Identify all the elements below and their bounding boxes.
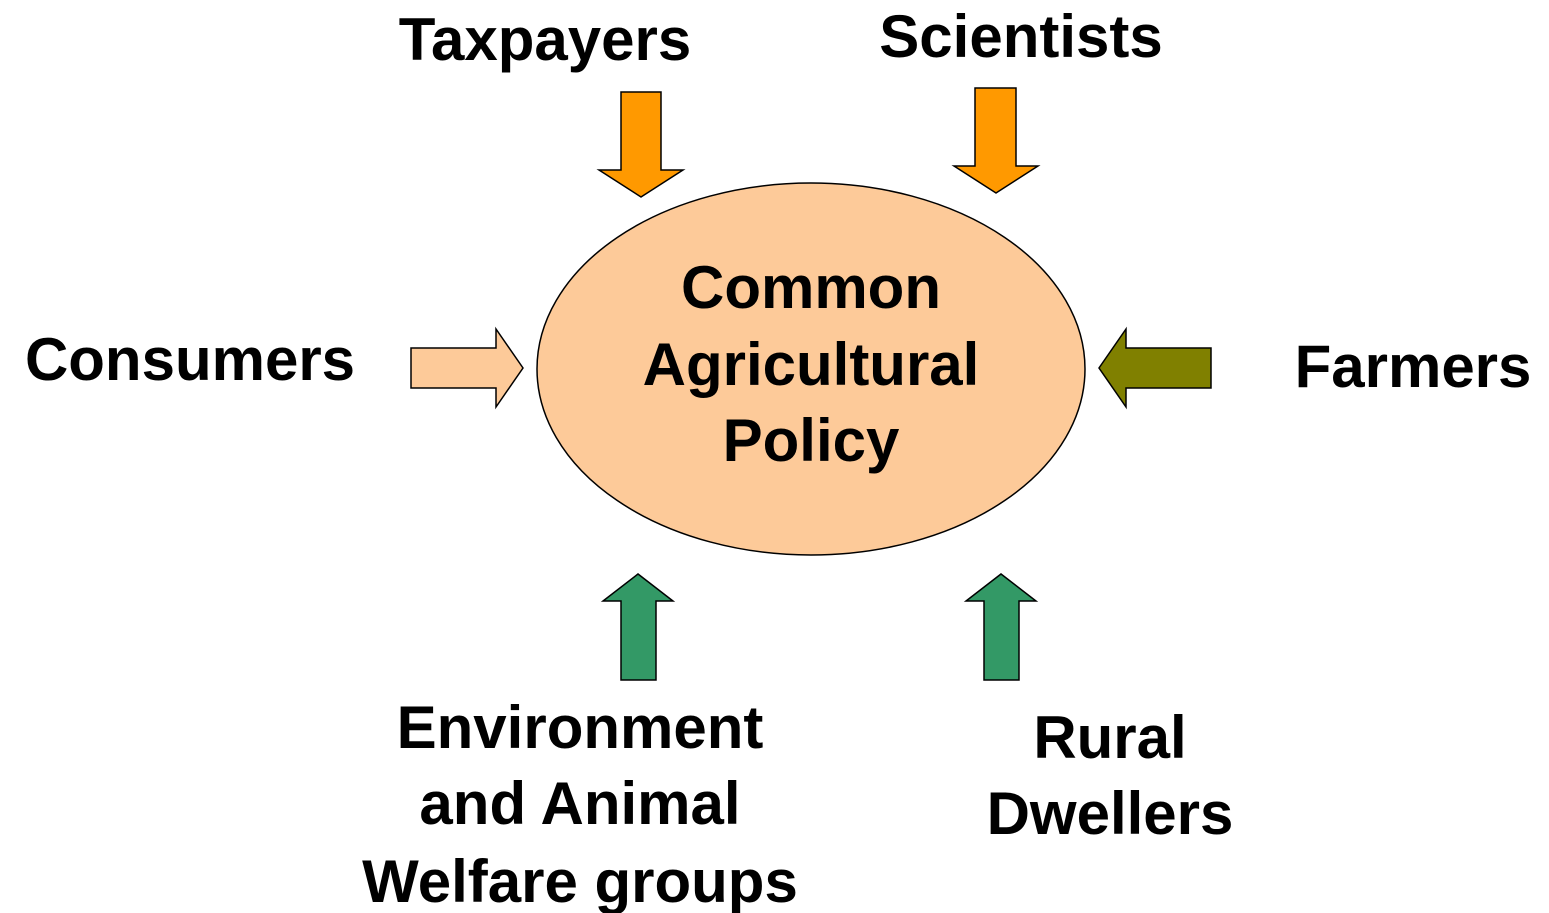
arrow-rural	[963, 573, 1039, 681]
node-label: Scientists	[879, 3, 1162, 70]
center-label: Policy	[723, 407, 900, 474]
node-label: Consumers	[25, 326, 355, 393]
node-label: Environment	[397, 694, 764, 761]
arrow-scientists	[951, 87, 1041, 194]
center-label: Common	[681, 254, 941, 321]
arrow-environment	[600, 573, 676, 681]
node-label: Dwellers	[987, 780, 1234, 847]
node-label: Rural	[1033, 704, 1186, 771]
node-label: Taxpayers	[399, 6, 691, 73]
arrow-farmers	[1098, 326, 1212, 410]
arrow-consumers	[410, 326, 524, 410]
node-label: Welfare groups	[362, 848, 798, 913]
node-label: Farmers	[1295, 333, 1532, 400]
arrow-taxpayers	[596, 91, 686, 198]
center-ellipse	[536, 182, 1086, 556]
node-label: and Animal	[419, 770, 740, 837]
center-label: Agricultural	[643, 331, 980, 398]
